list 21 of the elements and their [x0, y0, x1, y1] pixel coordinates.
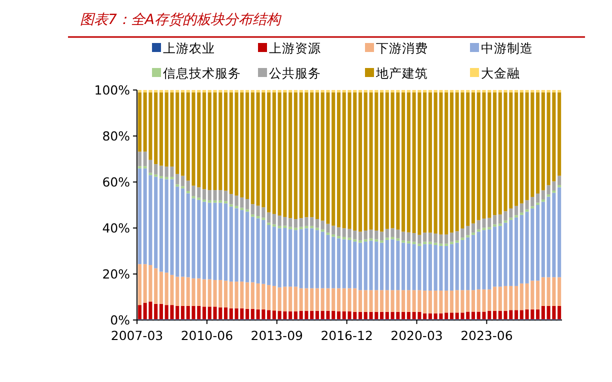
title: 图表7：全A存货的板块分布结构: [80, 12, 280, 28]
y-tick-label: 20%: [102, 266, 130, 282]
x-tick-label: 2007-03: [110, 328, 164, 343]
y-tick-label: 0%: [110, 312, 130, 328]
legend-label: 大金融: [481, 66, 520, 80]
legend-label: 信息技术服务: [163, 66, 241, 80]
y-tick-label: 100%: [94, 82, 130, 98]
legend-label: 公共服务: [269, 66, 321, 80]
legend-label: 地产建筑: [375, 66, 428, 80]
x-tick-label: 2013-09: [250, 328, 304, 343]
legend-label: 下游消费: [376, 40, 428, 56]
y-tick-label: 80%: [102, 128, 130, 144]
y-tick-label: 60%: [102, 174, 130, 190]
x-tick-label: 2020-03: [390, 328, 443, 343]
y-tick-label: 40%: [102, 220, 130, 236]
x-tick-label: 2023-06: [460, 328, 513, 343]
x-tick-label: 2016-12: [320, 328, 373, 343]
legend-label: 中游制造: [481, 40, 533, 56]
x-tick-label: 2010-06: [180, 328, 234, 343]
legend-label: 上游农业: [163, 40, 215, 56]
legend-label: 上游资源: [269, 40, 321, 56]
